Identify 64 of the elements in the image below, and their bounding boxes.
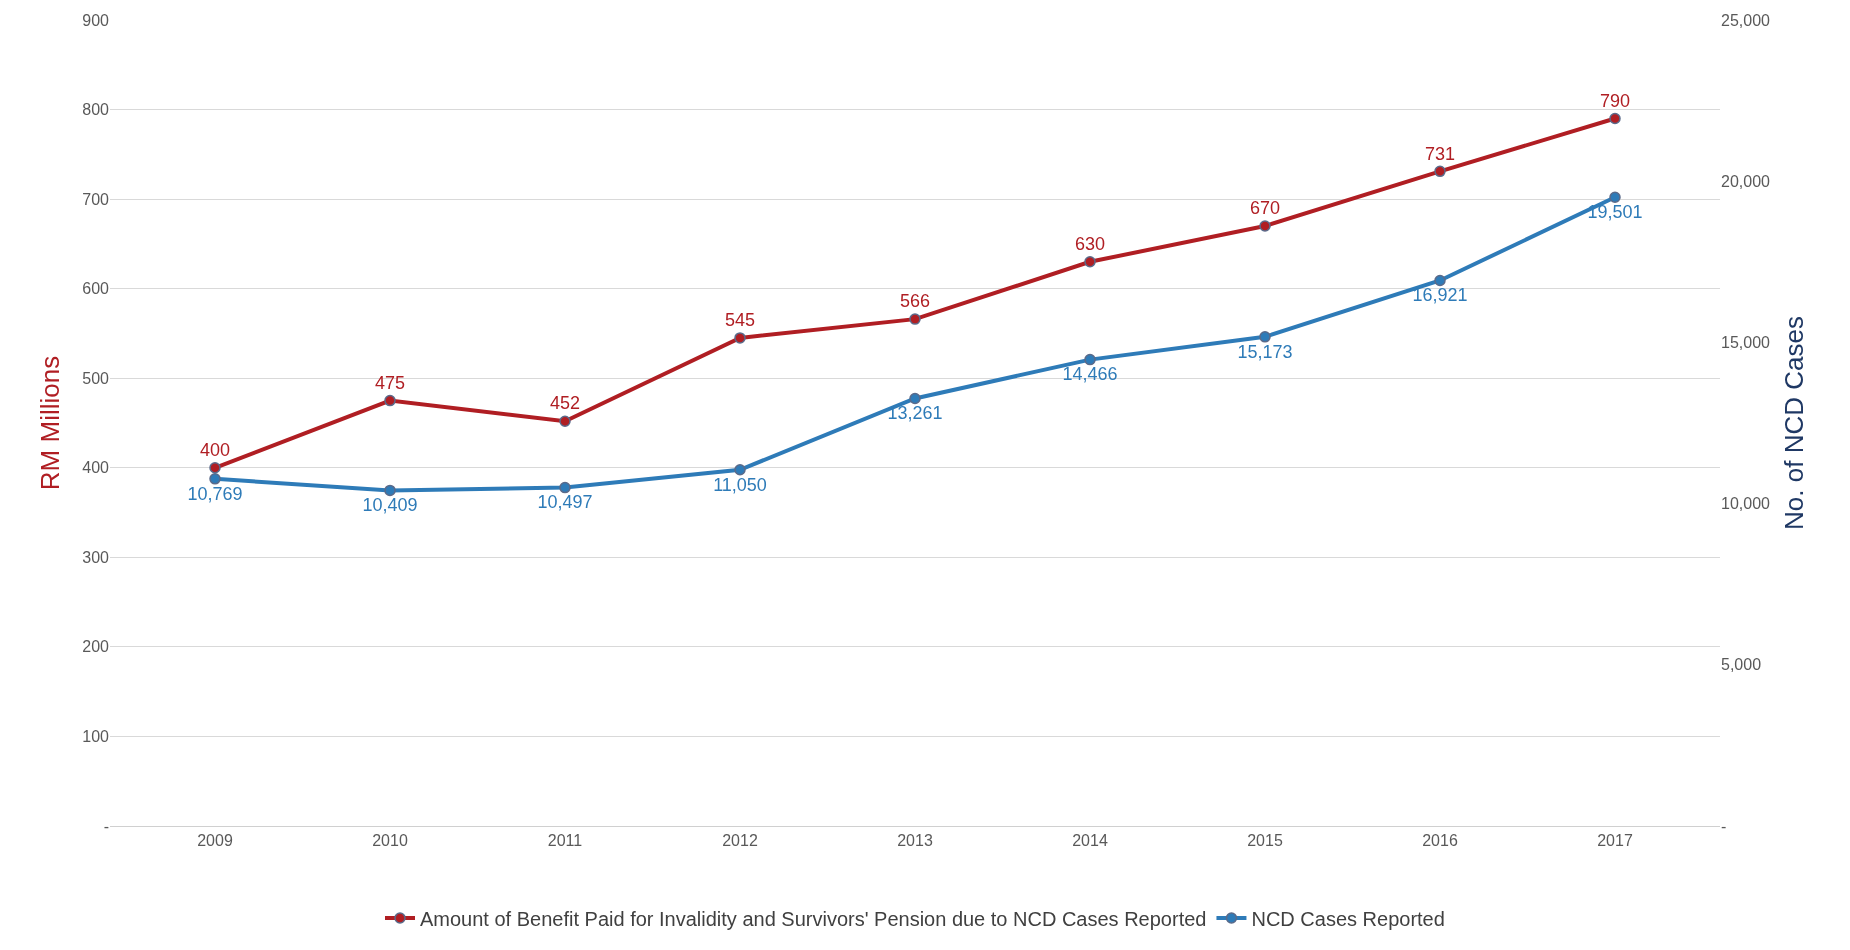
data-label: 15,173 — [1237, 341, 1293, 362]
y-tick-label: 600 — [82, 280, 110, 298]
y-tick-label: 800 — [82, 101, 110, 119]
x-tick-label: 2017 — [1597, 832, 1633, 850]
legend-label: Amount of Benefit Paid for Invalidity and Survivors' Pension due to NCD Cases Reported — [420, 907, 1207, 930]
y-tick-label: 300 — [82, 548, 110, 566]
y-axis-title: RM Millions — [34, 355, 65, 491]
data-label: 630 — [1074, 234, 1106, 255]
data-label: 670 — [1249, 198, 1281, 219]
data-label: 19,501 — [1587, 202, 1643, 223]
point — [1434, 274, 1446, 287]
data-label: 11,050 — [713, 474, 767, 495]
data-label: 10,409 — [362, 495, 418, 516]
point — [384, 394, 396, 407]
point — [1434, 165, 1446, 178]
y2-tick-label: 20,000 — [1721, 172, 1771, 190]
y2-tick-label: - — [1721, 817, 1727, 835]
y2-tick-label: 5,000 — [1721, 656, 1762, 674]
data-label: 566 — [899, 291, 931, 312]
point — [209, 473, 221, 485]
point — [1084, 256, 1096, 268]
point — [734, 332, 746, 344]
x-tick-label: 2010 — [372, 832, 408, 850]
point — [559, 415, 571, 427]
point — [209, 462, 221, 474]
y-tick-label: 700 — [82, 190, 110, 208]
data-label: 14,466 — [1062, 364, 1118, 385]
point — [1259, 220, 1271, 232]
data-label: 790 — [1599, 90, 1631, 111]
data-label: 452 — [549, 393, 581, 414]
point — [384, 484, 396, 497]
data-label: 10,769 — [187, 483, 243, 504]
point — [909, 392, 921, 405]
x-tick-label: 2011 — [547, 832, 583, 850]
data-label: 731 — [1424, 143, 1456, 164]
y2-tick-label: 10,000 — [1721, 495, 1771, 513]
x-tick-label: 2013 — [897, 832, 933, 850]
point — [909, 313, 921, 325]
y-tick-label: 400 — [82, 459, 110, 477]
x-tick-label: 2016 — [1422, 832, 1458, 850]
data-label: 475 — [374, 372, 406, 393]
y2-tick-label: 15,000 — [1721, 334, 1771, 351]
x-tick-label: 2015 — [1247, 832, 1283, 850]
data-label: 545 — [724, 310, 756, 331]
legend-label: NCD Cases Reported — [1251, 907, 1445, 930]
point — [1259, 331, 1271, 343]
data-label: 400 — [199, 440, 231, 461]
y-tick-label: - — [103, 817, 109, 835]
point — [734, 464, 746, 476]
x-tick-label: 2012 — [722, 832, 758, 850]
y-tick-label: 900 — [82, 11, 110, 29]
y2-axis-title: No. of NCD Cases — [1778, 316, 1809, 530]
y-tick-label: 200 — [82, 638, 110, 656]
data-label: 16,921 — [1412, 285, 1468, 306]
point — [559, 481, 571, 494]
point — [1609, 191, 1621, 204]
point — [1084, 353, 1096, 366]
point — [1609, 112, 1621, 125]
data-label: 10,497 — [537, 492, 593, 513]
y2-tick-label: 25,000 — [1721, 11, 1771, 29]
x-tick-label: 2014 — [1072, 832, 1108, 850]
y-tick-label: 500 — [82, 369, 110, 387]
y-tick-label: 100 — [82, 728, 110, 746]
x-tick-label: 2009 — [197, 832, 233, 850]
